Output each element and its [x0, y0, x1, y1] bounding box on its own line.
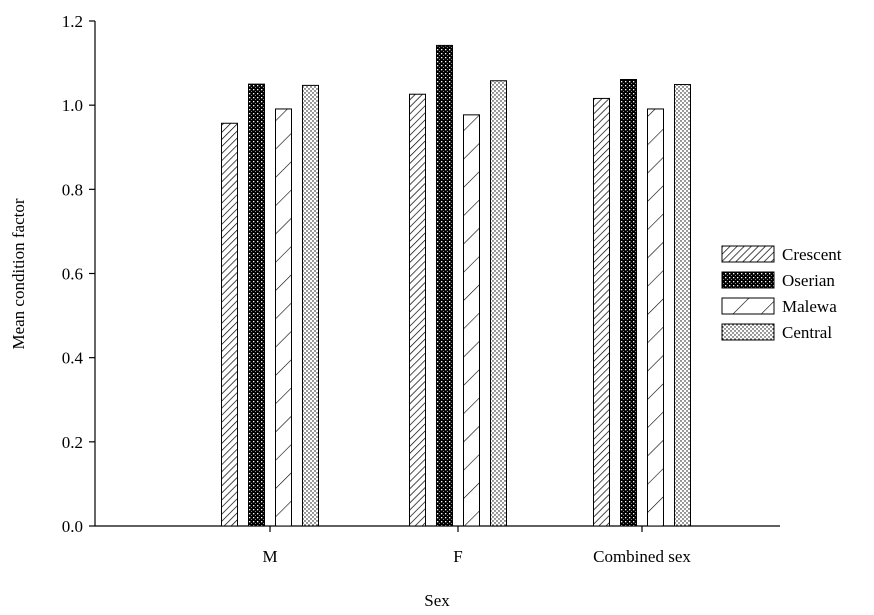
legend-swatch-central	[721, 323, 775, 341]
y-ticks: 0.0 0.2 0.4 0.6 0.8 1.0 1.2	[62, 12, 95, 536]
legend-swatch-malewa	[721, 297, 775, 315]
bar-oserian-0	[248, 83, 265, 527]
y-axis: 0.0 0.2 0.4 0.6 0.8 1.0 1.2	[62, 12, 96, 536]
bar-malewa-1	[463, 114, 480, 527]
bar-oserian-1	[436, 44, 453, 527]
bar-malewa-2	[647, 108, 664, 527]
y-tick-label: 0.2	[62, 433, 83, 452]
x-tick-label: M	[262, 547, 277, 566]
bar-malewa-0	[275, 108, 292, 527]
y-tick-label: 1.2	[62, 12, 83, 31]
legend-swatch-oserian	[721, 271, 775, 289]
bar-central-2	[674, 84, 691, 527]
bar-oserian-2	[620, 78, 637, 527]
legend: Crescent Oserian Malewa Central	[721, 245, 842, 342]
bar-crescent-1	[409, 93, 426, 527]
y-axis-title: Mean condition factor	[9, 198, 28, 349]
bar-crescent-0	[221, 122, 238, 527]
x-axis: M F Combined sex	[95, 525, 780, 566]
bar-central-1	[490, 80, 507, 527]
y-tick-label: 0.4	[62, 349, 84, 368]
y-tick-label: 0.8	[62, 180, 83, 199]
legend-label-malewa: Malewa	[782, 297, 837, 316]
y-tick-label: 0.6	[62, 265, 83, 284]
legend-label-crescent: Crescent	[782, 245, 842, 264]
bar-crescent-2	[593, 97, 610, 527]
y-tick-label: 0.0	[62, 517, 83, 536]
x-axis-title: Sex	[424, 591, 450, 610]
bars	[221, 44, 691, 527]
x-tick-label: F	[453, 547, 462, 566]
x-ticks: M F Combined sex	[262, 526, 691, 566]
bar-central-0	[302, 84, 319, 527]
y-tick-label: 1.0	[62, 96, 83, 115]
x-tick-label: Combined sex	[593, 547, 691, 566]
legend-label-central: Central	[782, 323, 832, 342]
legend-swatch-crescent	[721, 245, 775, 263]
legend-label-oserian: Oserian	[782, 271, 835, 290]
